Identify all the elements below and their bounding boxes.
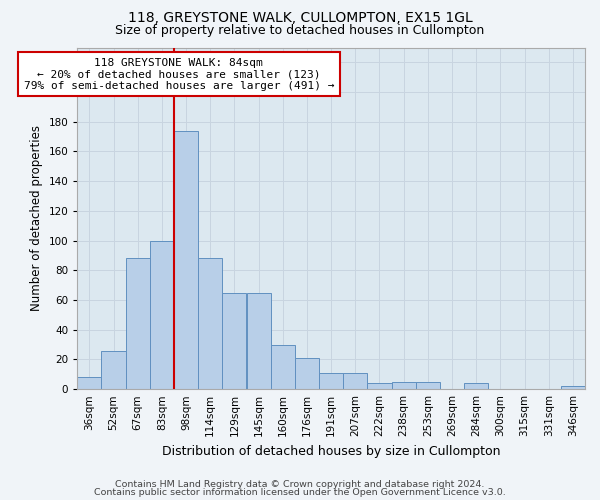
Bar [295,358,319,389]
Bar [150,240,174,389]
Bar [198,258,223,389]
Bar [367,383,392,389]
Bar [319,373,343,389]
Text: 118 GREYSTONE WALK: 84sqm
← 20% of detached houses are smaller (123)
79% of semi: 118 GREYSTONE WALK: 84sqm ← 20% of detac… [23,58,334,91]
Bar [174,130,198,389]
Bar [464,383,488,389]
Bar [223,292,247,389]
Y-axis label: Number of detached properties: Number of detached properties [30,126,43,312]
Bar [101,350,125,389]
Bar [343,373,367,389]
Text: 118, GREYSTONE WALK, CULLOMPTON, EX15 1GL: 118, GREYSTONE WALK, CULLOMPTON, EX15 1G… [128,11,472,25]
Bar [247,292,271,389]
X-axis label: Distribution of detached houses by size in Cullompton: Distribution of detached houses by size … [162,444,500,458]
Text: Size of property relative to detached houses in Cullompton: Size of property relative to detached ho… [115,24,485,37]
Bar [392,382,416,389]
Bar [271,344,295,389]
Bar [416,382,440,389]
Text: Contains HM Land Registry data © Crown copyright and database right 2024.: Contains HM Land Registry data © Crown c… [115,480,485,489]
Text: Contains public sector information licensed under the Open Government Licence v3: Contains public sector information licen… [94,488,506,497]
Bar [561,386,585,389]
Bar [125,258,150,389]
Bar [77,378,101,389]
